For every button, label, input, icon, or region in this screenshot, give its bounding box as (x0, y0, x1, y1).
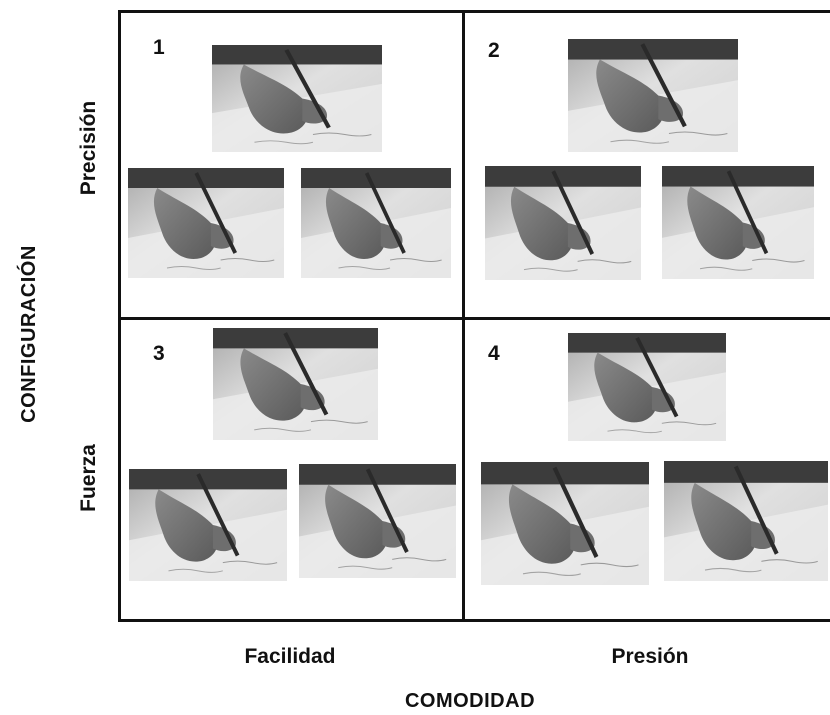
y-axis-bottom-label: Fuerza (77, 444, 100, 512)
quadrant-1-photo-right (301, 168, 451, 278)
quadrant-4-number: 4 (488, 342, 500, 365)
quadrant-4-photo-top (568, 333, 726, 441)
quadrant-1-photo-top (212, 45, 382, 152)
quadrant-1-number: 1 (153, 36, 165, 59)
quadrant-4-photo-right (664, 461, 828, 581)
grid-divider-vertical (462, 10, 465, 622)
quadrant-4-photo-left (481, 462, 649, 585)
quadrant-2-photo-left (485, 166, 641, 280)
quadrant-2-number: 2 (488, 39, 500, 62)
quadrant-3-photo-left (129, 469, 287, 581)
y-axis-top-label: Precisión (77, 100, 100, 196)
quadrant-1-photo-left (128, 168, 284, 278)
quadrant-2-photo-top (568, 39, 738, 152)
quadrant-2-photo-right (662, 166, 814, 279)
y-axis-title: CONFIGURACIÓN (18, 245, 40, 423)
x-axis-left-label: Facilidad (244, 645, 336, 668)
x-axis-right-label: Presión (611, 645, 689, 668)
quadrant-grid (118, 10, 830, 622)
quadrant-3-number: 3 (153, 342, 165, 365)
grid-divider-horizontal (118, 317, 830, 320)
x-axis-title: COMODIDAD (404, 690, 536, 712)
quadrant-3-photo-right (299, 464, 456, 578)
quadrant-3-photo-top (213, 328, 378, 440)
